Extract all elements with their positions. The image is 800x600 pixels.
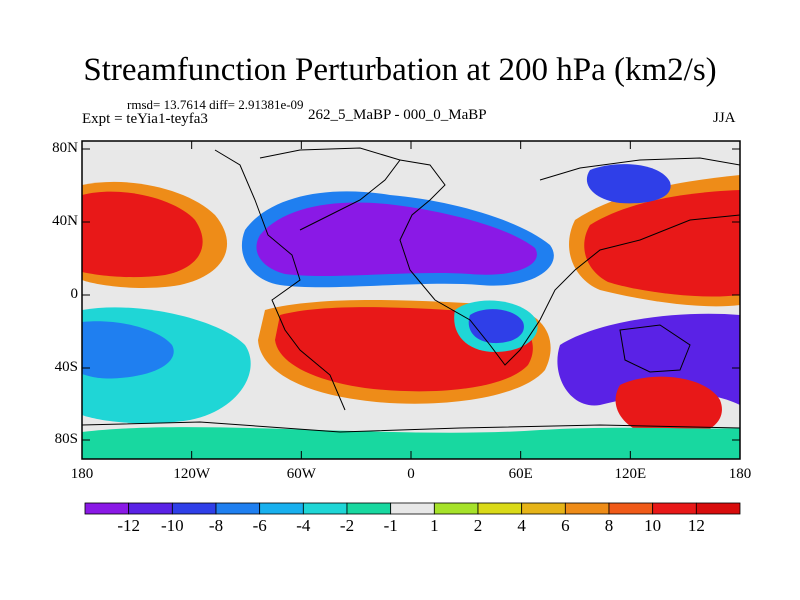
- contour-field: [82, 141, 740, 459]
- lon-label: 180: [728, 466, 752, 482]
- colorbar-label: 10: [644, 516, 662, 535]
- colorbar-swatch: [695, 502, 741, 515]
- colorbar-swatch: [128, 502, 173, 515]
- colorbar-label: 4: [517, 516, 526, 535]
- colorbar-swatch: [215, 502, 261, 515]
- lon-label: 180: [70, 466, 94, 482]
- colorbar-swatch: [521, 502, 566, 515]
- colorbar-label: -12: [117, 516, 140, 535]
- colorbar-swatch: [608, 502, 654, 515]
- colorbar-swatch: [346, 502, 392, 515]
- lat-label: 40S: [54, 359, 78, 375]
- stats-text: rmsd= 13.7614 diff= 2.91381e-09: [127, 97, 304, 112]
- colorbar-label: 2: [473, 516, 483, 535]
- colorbar-swatch: [652, 502, 697, 515]
- colorbar-label: 8: [604, 516, 614, 535]
- lat-label: 40N: [52, 213, 78, 229]
- lat-label: 80N: [52, 140, 78, 156]
- contour-high-npacific-core: [82, 191, 203, 278]
- colorbar-label: -4: [296, 516, 311, 535]
- colorbar-label: 1: [430, 516, 439, 535]
- contour-high-asia-core: [584, 190, 740, 297]
- colorbar-label: -2: [339, 516, 355, 535]
- colorbar-swatch: [390, 502, 435, 515]
- lon-label: 120W: [173, 466, 210, 482]
- lon-label: 120E: [614, 466, 647, 482]
- lon-label: 60W: [286, 466, 316, 482]
- contour-low-indian-core: [468, 309, 524, 344]
- colorbar-label: -8: [208, 516, 224, 535]
- colorbar-label: 6: [561, 516, 570, 535]
- colorbar-label: -1: [383, 516, 398, 535]
- contour-low-spacific-core: [82, 321, 174, 379]
- colorbar-swatch: [302, 502, 348, 515]
- latitude-ticks: [82, 148, 740, 441]
- lon-label: 0: [407, 466, 415, 482]
- experiment-label: 262_5_MaBP - 000_0_MaBP: [308, 107, 487, 123]
- contour-low-atlantic-core: [256, 202, 537, 276]
- colorbar-swatch: [171, 502, 217, 515]
- lon-label: 60E: [508, 466, 533, 482]
- colorbar-swatch: [477, 502, 523, 515]
- contour-low-arctic: [586, 164, 671, 204]
- colorbar-swatch: [433, 502, 479, 515]
- longitude-ticks: [81, 141, 741, 459]
- colorbar-swatch: [564, 502, 610, 515]
- map-title: Streamfunction Perturbation at 200 hPa (…: [83, 52, 717, 88]
- contour-antarctic: [82, 427, 740, 459]
- colorbar-swatch: [84, 502, 130, 515]
- colorbar: [84, 502, 741, 515]
- coastlines: [82, 147, 740, 433]
- colorbar-swatch: [259, 502, 304, 515]
- experiment-id: Expt = teYia1-teyfa3: [82, 111, 208, 127]
- contour-high-tasman: [615, 376, 722, 439]
- colorbar-label: 12: [687, 516, 705, 535]
- lat-label: 80S: [54, 431, 78, 447]
- colorbar-label: -10: [160, 516, 184, 535]
- season-label: JJA: [713, 110, 736, 126]
- lat-label: 0: [70, 286, 79, 302]
- colorbar-label: -6: [252, 516, 267, 535]
